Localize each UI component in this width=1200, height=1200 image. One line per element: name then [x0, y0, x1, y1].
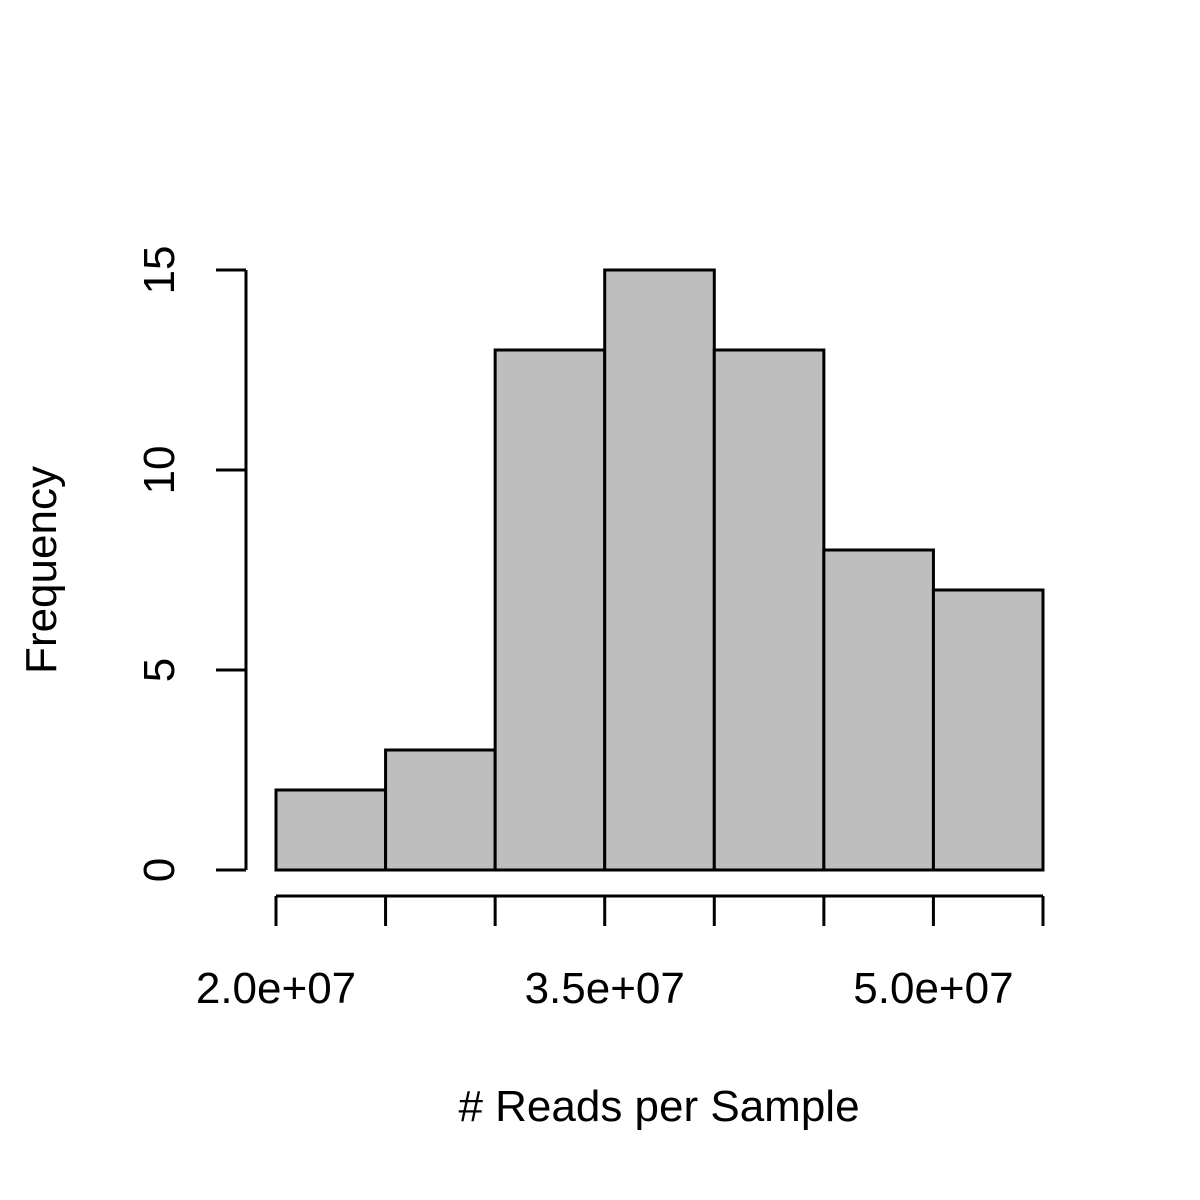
x-axis-label: # Reads per Sample: [458, 1082, 859, 1131]
histogram-bar-3: [493, 348, 607, 872]
histogram-bar-4: [603, 268, 716, 872]
y-axis: 0 5 10 15: [135, 246, 248, 882]
x-tick-label: 2.0e+07: [196, 964, 356, 1013]
y-tick-label: 0: [135, 858, 184, 882]
histogram-bar-6: [822, 548, 935, 872]
x-tick-label: 5.0e+07: [853, 964, 1013, 1013]
histogram-bar-7: [931, 588, 1045, 872]
histogram-bar-1: [274, 788, 388, 872]
histogram-bar-5: [712, 348, 826, 872]
y-tick-label: 15: [135, 246, 184, 295]
histogram-bars: [274, 268, 1045, 872]
histogram-bar-2: [384, 748, 497, 872]
x-tick-label: 3.5e+07: [525, 964, 685, 1013]
y-axis-label: Frequency: [17, 466, 66, 674]
y-tick-label: 10: [135, 446, 184, 495]
x-axis: 2.0e+07 3.5e+07 5.0e+07: [196, 894, 1045, 1013]
y-tick-label: 5: [135, 658, 184, 682]
